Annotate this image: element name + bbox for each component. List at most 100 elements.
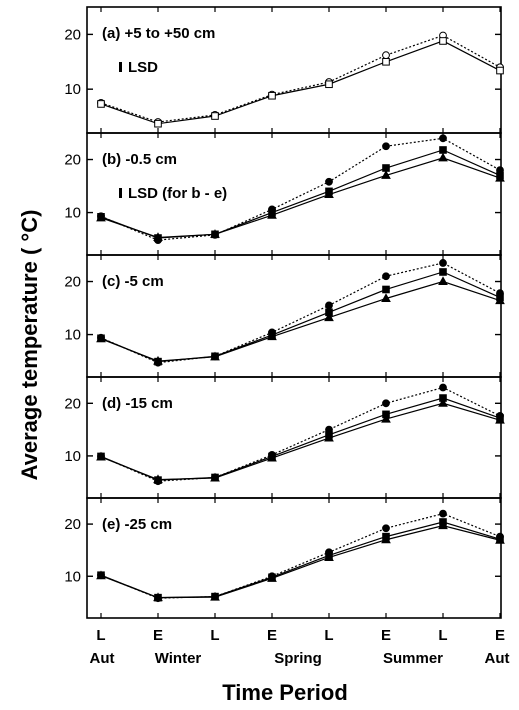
x-tick-label: L — [438, 627, 447, 644]
panel-e: 10 20 (e) -25 cm — [64, 497, 505, 619]
data-point — [438, 398, 448, 407]
data-point — [153, 232, 163, 241]
data-point — [210, 351, 220, 361]
panel-label: (e) -25 cm — [102, 516, 172, 533]
data-point — [495, 295, 505, 305]
data-point — [381, 170, 391, 179]
x-axis-title: Time Period — [222, 680, 348, 705]
data-point — [267, 331, 277, 341]
y-tick-label: 10 — [64, 327, 81, 344]
series-1 — [97, 31, 504, 126]
series-line — [100, 280, 501, 362]
panels: 10 20 (a) +5 to +50 cm LSD 10 20 (b) -0.5 cm LS… — [64, 6, 505, 619]
data-point — [267, 573, 277, 582]
series-line — [100, 157, 501, 239]
lsd-bar — [119, 188, 122, 198]
y-tick-label: 10 — [64, 205, 81, 222]
data-point — [210, 472, 220, 482]
y-axis-title: Average temperature ( °C) — [17, 210, 42, 481]
y-tick-label: 20 — [64, 395, 81, 412]
data-point — [439, 146, 447, 154]
panel-label: (a) +5 to +50 cm — [102, 25, 215, 42]
data-point — [439, 383, 447, 392]
data-point — [381, 413, 391, 423]
data-point — [153, 355, 163, 365]
data-point — [438, 152, 448, 162]
x-tick-label: E — [381, 627, 391, 644]
x-tick-label: E — [267, 627, 277, 644]
data-point — [382, 272, 390, 281]
x-group-label: Aut — [485, 650, 510, 667]
series-line — [100, 513, 501, 599]
data-point — [210, 591, 220, 601]
data-point — [153, 592, 163, 602]
series-3 — [96, 520, 505, 602]
data-point — [325, 301, 333, 310]
y-tick-label: 10 — [64, 568, 81, 585]
x-tick-label: E — [153, 627, 163, 644]
y-tick-label: 20 — [64, 152, 81, 169]
panel-label: (b) -0.5 cm — [102, 151, 177, 168]
data-point — [210, 229, 220, 238]
data-point — [495, 414, 505, 424]
panel-label: (d) -15 cm — [102, 395, 173, 412]
lsd-bar — [119, 62, 122, 72]
data-point — [382, 524, 390, 533]
y-tick-label: 20 — [64, 274, 81, 291]
data-point — [324, 189, 334, 199]
data-point — [382, 51, 390, 60]
data-point — [324, 552, 334, 561]
x-group-label: Aut — [90, 650, 115, 667]
data-point — [153, 474, 163, 484]
x-tick-label: L — [324, 627, 333, 644]
data-point — [439, 509, 447, 518]
panel-d: 10 20 (d) -15 cm — [64, 376, 505, 499]
data-point — [495, 535, 505, 544]
data-point — [438, 520, 448, 530]
series-line — [100, 34, 501, 123]
panel-b: 10 20 (b) -0.5 cm LSD (for b - e) — [64, 132, 505, 256]
series-3 — [96, 276, 505, 365]
x-group-label: Spring — [274, 650, 322, 667]
series-3 — [96, 398, 505, 484]
panel-a: 10 20 (a) +5 to +50 cm LSD — [64, 6, 504, 134]
data-point — [267, 209, 277, 219]
lsd-label: LSD — [128, 59, 158, 76]
data-point — [382, 142, 390, 151]
plot-frame — [86, 497, 502, 619]
data-point — [325, 80, 333, 89]
data-point — [438, 276, 448, 286]
data-point — [439, 134, 447, 143]
data-point — [381, 534, 391, 544]
data-point — [439, 37, 447, 45]
data-point — [324, 432, 334, 442]
data-point — [496, 66, 504, 75]
y-tick-label: 20 — [64, 516, 81, 533]
data-point — [325, 177, 333, 186]
series-line — [100, 40, 501, 125]
data-point — [439, 268, 447, 276]
data-point — [382, 285, 390, 294]
x-tick-label: E — [495, 627, 505, 644]
lsd-label: LSD (for b - e) — [128, 185, 227, 202]
data-point — [211, 112, 219, 120]
series-line — [100, 262, 501, 364]
data-point — [382, 399, 390, 408]
x-group-label: Summer — [383, 650, 443, 667]
data-point — [381, 293, 391, 302]
y-tick-label: 10 — [64, 448, 81, 465]
y-tick-label: 20 — [64, 26, 81, 43]
x-tick-label: L — [96, 627, 105, 644]
data-point — [267, 452, 277, 462]
data-point — [154, 119, 162, 128]
panel-c: 10 20 (c) -5 cm — [64, 254, 505, 378]
data-point — [96, 212, 106, 222]
x-group-label: Winter — [155, 650, 202, 667]
x-axis: L E L E L E L E Aut Winter Spring Summer Aut — [90, 627, 510, 667]
panel-label: (c) -5 cm — [102, 273, 164, 290]
data-point — [382, 57, 390, 66]
series-line — [100, 525, 501, 599]
data-point — [96, 570, 106, 580]
series-line — [100, 521, 501, 599]
